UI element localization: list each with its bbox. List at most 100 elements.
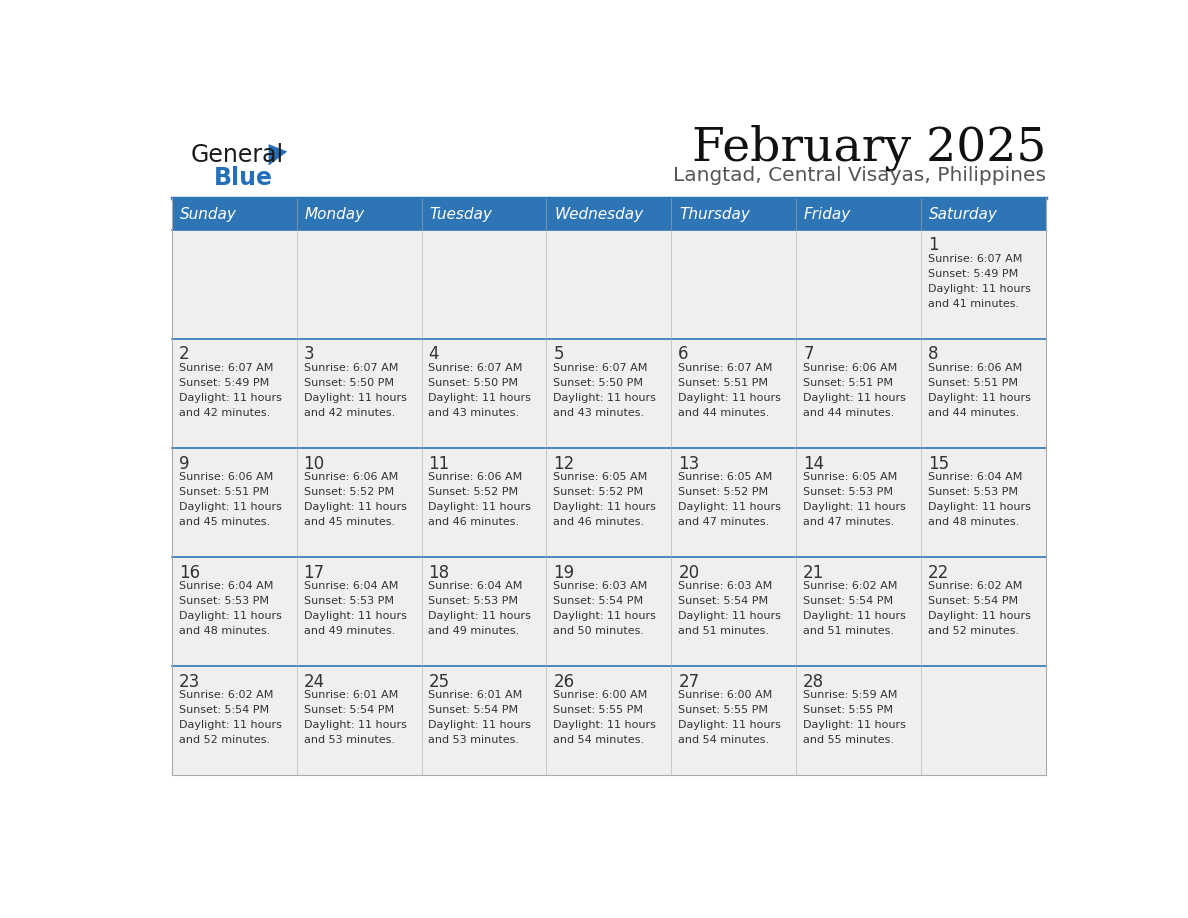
- Text: Sunset: 5:50 PM: Sunset: 5:50 PM: [554, 378, 644, 388]
- Text: 23: 23: [178, 673, 200, 690]
- Text: 25: 25: [429, 673, 449, 690]
- Text: Sunrise: 6:07 AM: Sunrise: 6:07 AM: [928, 254, 1023, 264]
- Bar: [796, 230, 921, 339]
- Text: Sunrise: 6:05 AM: Sunrise: 6:05 AM: [554, 472, 647, 482]
- Text: Thursday: Thursday: [680, 207, 750, 221]
- Text: 24: 24: [304, 673, 324, 690]
- Text: 10: 10: [304, 454, 324, 473]
- Text: 16: 16: [178, 564, 200, 581]
- Text: and 54 minutes.: and 54 minutes.: [554, 735, 645, 745]
- Text: Sunrise: 6:06 AM: Sunrise: 6:06 AM: [304, 472, 398, 482]
- Bar: [546, 448, 671, 556]
- Text: 4: 4: [429, 345, 440, 364]
- Text: General: General: [191, 142, 284, 166]
- Bar: [297, 198, 422, 230]
- Bar: [796, 448, 921, 556]
- Text: Daylight: 11 hours: Daylight: 11 hours: [178, 721, 282, 731]
- Text: Sunset: 5:54 PM: Sunset: 5:54 PM: [429, 705, 519, 715]
- Text: Daylight: 11 hours: Daylight: 11 hours: [928, 285, 1031, 294]
- Text: and 45 minutes.: and 45 minutes.: [304, 517, 394, 527]
- Bar: [671, 448, 796, 556]
- Text: Sunset: 5:52 PM: Sunset: 5:52 PM: [429, 487, 519, 498]
- Bar: [297, 230, 422, 339]
- Polygon shape: [268, 144, 287, 165]
- Text: Daylight: 11 hours: Daylight: 11 hours: [928, 611, 1031, 621]
- Text: Daylight: 11 hours: Daylight: 11 hours: [554, 502, 656, 512]
- Text: Sunset: 5:55 PM: Sunset: 5:55 PM: [554, 705, 644, 715]
- Text: 17: 17: [304, 564, 324, 581]
- Text: 13: 13: [678, 454, 700, 473]
- Text: Sunrise: 6:07 AM: Sunrise: 6:07 AM: [429, 364, 523, 374]
- Bar: [297, 448, 422, 556]
- Text: Daylight: 11 hours: Daylight: 11 hours: [178, 393, 282, 403]
- Bar: [422, 448, 546, 556]
- Text: Sunset: 5:53 PM: Sunset: 5:53 PM: [178, 597, 268, 606]
- Text: Sunset: 5:54 PM: Sunset: 5:54 PM: [554, 597, 644, 606]
- Text: and 42 minutes.: and 42 minutes.: [304, 409, 394, 419]
- Text: Sunset: 5:55 PM: Sunset: 5:55 PM: [678, 705, 769, 715]
- Bar: [671, 339, 796, 448]
- Text: and 44 minutes.: and 44 minutes.: [803, 409, 895, 419]
- Bar: [297, 666, 422, 775]
- Text: and 43 minutes.: and 43 minutes.: [554, 409, 645, 419]
- Text: Sunset: 5:50 PM: Sunset: 5:50 PM: [304, 378, 393, 388]
- Text: Daylight: 11 hours: Daylight: 11 hours: [678, 393, 782, 403]
- Bar: [172, 198, 297, 230]
- Bar: [921, 230, 1045, 339]
- Text: Sunset: 5:52 PM: Sunset: 5:52 PM: [304, 487, 393, 498]
- Text: and 51 minutes.: and 51 minutes.: [803, 626, 895, 636]
- Text: 5: 5: [554, 345, 564, 364]
- Text: Sunrise: 6:05 AM: Sunrise: 6:05 AM: [803, 472, 897, 482]
- Bar: [172, 339, 297, 448]
- Text: Daylight: 11 hours: Daylight: 11 hours: [803, 502, 906, 512]
- Text: and 55 minutes.: and 55 minutes.: [803, 735, 895, 745]
- Text: Sunset: 5:52 PM: Sunset: 5:52 PM: [678, 487, 769, 498]
- Text: Sunrise: 5:59 AM: Sunrise: 5:59 AM: [803, 690, 897, 700]
- Text: Sunrise: 6:06 AM: Sunrise: 6:06 AM: [803, 364, 897, 374]
- Text: Blue: Blue: [214, 165, 273, 190]
- Text: and 49 minutes.: and 49 minutes.: [429, 626, 519, 636]
- Text: 22: 22: [928, 564, 949, 581]
- Bar: [671, 666, 796, 775]
- Text: Sunset: 5:54 PM: Sunset: 5:54 PM: [178, 705, 268, 715]
- Text: Sunset: 5:53 PM: Sunset: 5:53 PM: [803, 487, 893, 498]
- Text: Daylight: 11 hours: Daylight: 11 hours: [928, 393, 1031, 403]
- Text: Daylight: 11 hours: Daylight: 11 hours: [304, 502, 406, 512]
- Text: Sunrise: 6:06 AM: Sunrise: 6:06 AM: [178, 472, 273, 482]
- Bar: [796, 198, 921, 230]
- Text: and 52 minutes.: and 52 minutes.: [178, 735, 270, 745]
- Text: and 45 minutes.: and 45 minutes.: [178, 517, 270, 527]
- Text: Sunset: 5:55 PM: Sunset: 5:55 PM: [803, 705, 893, 715]
- Text: Sunday: Sunday: [179, 207, 236, 221]
- Text: and 50 minutes.: and 50 minutes.: [554, 626, 644, 636]
- Text: Sunset: 5:53 PM: Sunset: 5:53 PM: [304, 597, 393, 606]
- Bar: [671, 230, 796, 339]
- Text: Friday: Friday: [804, 207, 851, 221]
- Bar: [921, 198, 1045, 230]
- Text: and 41 minutes.: and 41 minutes.: [928, 299, 1019, 309]
- Text: Daylight: 11 hours: Daylight: 11 hours: [429, 611, 531, 621]
- Text: Daylight: 11 hours: Daylight: 11 hours: [678, 721, 782, 731]
- Text: and 44 minutes.: and 44 minutes.: [928, 409, 1019, 419]
- Text: and 46 minutes.: and 46 minutes.: [554, 517, 645, 527]
- Text: and 48 minutes.: and 48 minutes.: [928, 517, 1019, 527]
- Bar: [172, 230, 297, 339]
- Bar: [796, 666, 921, 775]
- Text: Sunset: 5:54 PM: Sunset: 5:54 PM: [304, 705, 393, 715]
- Text: Daylight: 11 hours: Daylight: 11 hours: [678, 502, 782, 512]
- Text: Sunrise: 6:00 AM: Sunrise: 6:00 AM: [554, 690, 647, 700]
- Bar: [671, 198, 796, 230]
- Text: and 44 minutes.: and 44 minutes.: [678, 409, 770, 419]
- Bar: [921, 666, 1045, 775]
- Text: Sunset: 5:49 PM: Sunset: 5:49 PM: [178, 378, 268, 388]
- Text: Daylight: 11 hours: Daylight: 11 hours: [429, 721, 531, 731]
- Text: and 51 minutes.: and 51 minutes.: [678, 626, 770, 636]
- Text: Daylight: 11 hours: Daylight: 11 hours: [803, 393, 906, 403]
- Text: 6: 6: [678, 345, 689, 364]
- Text: 1: 1: [928, 237, 939, 254]
- Text: Daylight: 11 hours: Daylight: 11 hours: [304, 721, 406, 731]
- Bar: [671, 556, 796, 666]
- Text: and 47 minutes.: and 47 minutes.: [803, 517, 895, 527]
- Text: February 2025: February 2025: [691, 124, 1045, 171]
- Text: Sunset: 5:51 PM: Sunset: 5:51 PM: [928, 378, 1018, 388]
